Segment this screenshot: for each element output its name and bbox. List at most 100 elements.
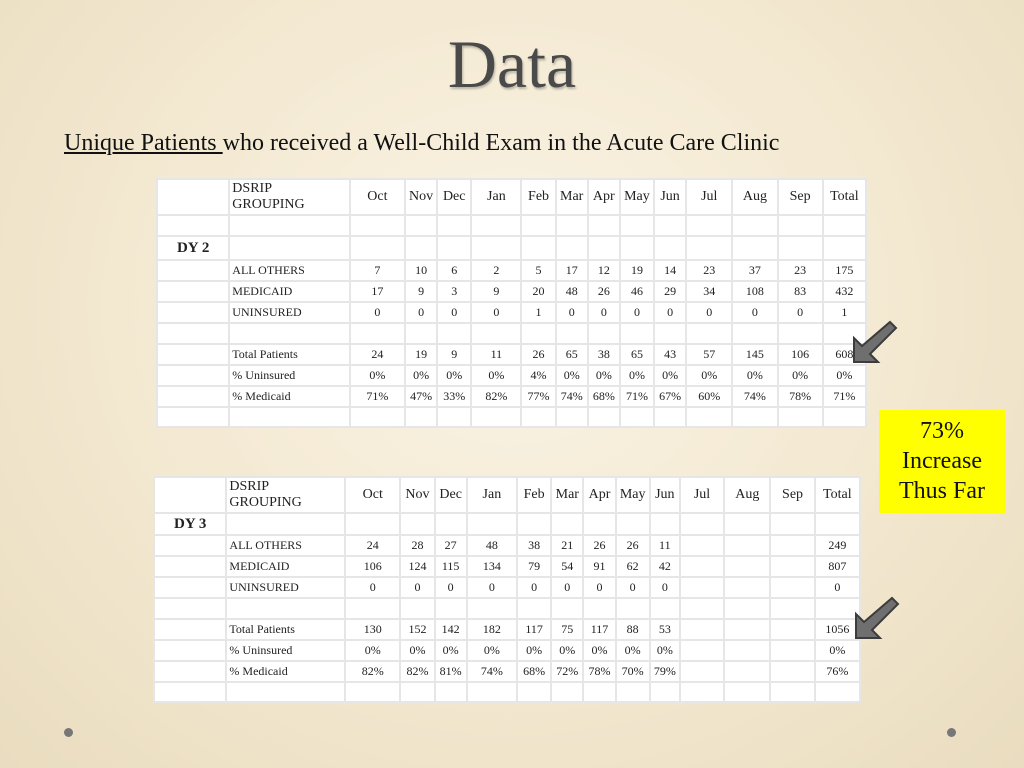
table-cell: 9 [436,343,473,366]
table-cell: 65 [554,343,589,366]
table-cell [723,534,772,557]
table-cell: 0 [582,576,617,599]
table-cell: 75 [550,618,585,641]
table-cell [723,555,772,578]
table-row: % Uninsured 0% 0% 0% 0% 4% 0% 0% 0% 0% 0… [155,364,868,387]
table-cell: 74% [731,385,779,408]
decorative-dot [947,728,956,737]
table-cell: 19 [404,343,439,366]
table-cell: 106 [776,343,824,366]
table-cell: 9 [404,280,439,303]
month-header: Sep [776,178,824,216]
table-cell: 29 [653,280,688,303]
table-cell: 12 [586,259,621,282]
table-cell [678,639,726,662]
table-cell: 182 [465,618,519,641]
table-cell [769,576,816,599]
table-cell [678,618,726,641]
table-cell: 33% [436,385,473,408]
table-cell: 175 [821,259,868,282]
table-cell: 83 [776,280,824,303]
table-cell: 23 [685,259,734,282]
month-header: Jan [465,476,519,514]
table-row: % Uninsured 0% 0% 0% 0% 0% 0% 0% 0% 0% 0… [152,639,862,662]
month-header: Mar [550,476,585,514]
month-header: Nov [399,476,436,514]
table-cell: 48 [465,534,519,557]
table-cell: 117 [582,618,617,641]
month-header: Apr [586,178,621,216]
table-cell: 46 [618,280,656,303]
row-label: % Medicaid [228,385,351,408]
arrow-icon [855,596,900,639]
month-header: Feb [516,476,553,514]
table-cell: 0 [731,301,779,324]
table-cell: 0% [436,364,473,387]
table-cell: 7 [348,259,407,282]
table-cell: 54 [550,555,585,578]
table-row: UNINSURED 0 0 0 0 1 0 0 0 0 0 0 0 1 [155,301,868,324]
month-header: Jul [678,476,726,514]
table-cell: 0 [436,301,473,324]
table-cell: 60% [685,385,734,408]
table-cell: 0% [465,639,519,662]
row-label: ALL OTHERS [228,259,351,282]
table-cell: 1 [821,301,868,324]
table-cell: 249 [813,534,862,557]
header-row: DSRIP GROUPING Oct Nov Dec Jan Feb Mar Ap… [152,476,862,514]
table-cell: 82% [344,660,402,683]
table-cell: 1056 [813,618,862,641]
table-cell: 37 [731,259,779,282]
month-header: Oct [344,476,402,514]
table-row: ALL OTHERS 24 28 27 48 38 21 26 26 11 24… [152,534,862,557]
table-cell: 124 [399,555,436,578]
table-cell: 38 [516,534,553,557]
table-cell: 0 [465,576,519,599]
subtitle-rest: who received a Well-Child Exam in the Ac… [222,130,780,156]
table-cell: 2 [470,259,523,282]
table-cell: 0% [618,364,656,387]
table-cell [678,534,726,557]
table-cell [769,555,816,578]
row-label: Total Patients [225,618,347,641]
table-cell: 26 [582,534,617,557]
table-cell: 0 [653,301,688,324]
table-cell: 0% [399,639,436,662]
table-row: Total Patients 130 152 142 182 117 75 11… [152,618,862,641]
table-cell: 71% [618,385,656,408]
table-cell: 3 [436,280,473,303]
table-cell: 0% [821,364,868,387]
table-cell: 43 [653,343,688,366]
table-cell: 38 [586,343,621,366]
table-cell: 17 [348,280,407,303]
table-cell: 432 [821,280,868,303]
table-cell: 0% [653,364,688,387]
table-row: % Medicaid 71% 47% 33% 82% 77% 74% 68% 7… [155,385,868,408]
table-cell: 24 [348,343,407,366]
total-header: Total [821,178,868,216]
table-cell: 0% [776,364,824,387]
table-cell: 74% [554,385,589,408]
table-cell: 0% [648,639,681,662]
table-cell: 5 [520,259,557,282]
table-cell: 0% [554,364,589,387]
row-label: ALL OTHERS [225,534,347,557]
table-cell: 47% [404,385,439,408]
row-label: % Uninsured [225,639,347,662]
table-cell: 11 [470,343,523,366]
month-header: May [614,476,651,514]
table-cell: 0 [433,576,468,599]
table-cell: 807 [813,555,862,578]
grouping-header: DSRIP GROUPING [228,178,351,216]
table-cell: 26 [520,343,557,366]
table-cell: 17 [554,259,589,282]
table-cell: 74% [465,660,519,683]
header-row: DSRIP GROUPING Oct Nov Dec Jan Feb Mar Ap… [155,178,868,216]
dy2-table: DSRIP GROUPING Oct Nov Dec Jan Feb Mar Ap… [155,178,868,428]
row-label: % Medicaid [225,660,347,683]
row-label: Total Patients [228,343,351,366]
table-cell: 53 [648,618,681,641]
table-cell: 48 [554,280,589,303]
table-cell: 0 [344,576,402,599]
table-cell: 0 [813,576,862,599]
